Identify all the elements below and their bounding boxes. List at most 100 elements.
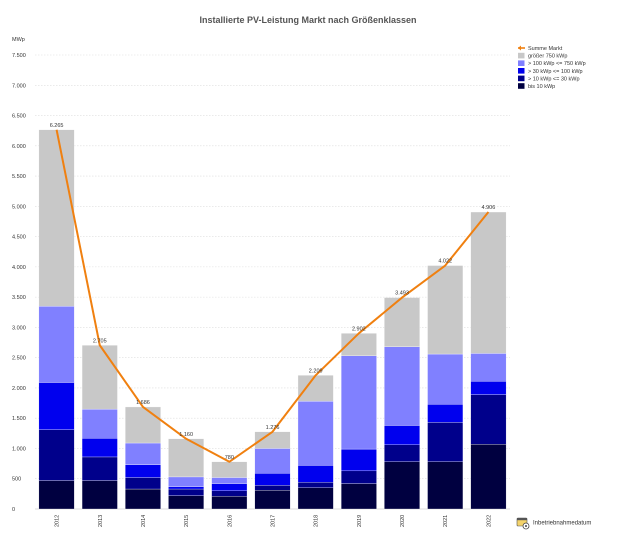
bar-segment: [125, 464, 161, 478]
bar-segment: [384, 425, 420, 445]
y-tick-label: 2.500: [12, 356, 26, 362]
x-tick-label: 2018: [314, 515, 320, 527]
total-data-label: 6.265: [50, 123, 64, 129]
bar-segment: [427, 353, 464, 405]
bar-segment: [341, 470, 377, 484]
bar-segment: [297, 465, 334, 483]
total-data-label: 1.686: [136, 400, 150, 406]
bar-segment: [297, 482, 334, 488]
total-data-label: 1.160: [179, 432, 193, 438]
x-tick-label: 2013: [98, 515, 104, 527]
bar-segment: [211, 490, 248, 497]
total-data-label: 3.493: [395, 291, 409, 297]
x-tick-label: 2019: [357, 515, 363, 527]
bar-segment: [125, 477, 161, 490]
bar-segment: [341, 483, 377, 510]
bar-segment: [168, 486, 204, 490]
total-data-label: 1.276: [266, 425, 280, 431]
total-data-label: 4.906: [482, 205, 496, 211]
legend-item[interactable]: größer 750 kWp: [518, 52, 567, 60]
bar-segment: [125, 488, 161, 510]
bar-segment: [211, 496, 248, 510]
y-tick-label: 500: [12, 477, 21, 483]
bar-segment: [297, 401, 334, 466]
bar-segment: [254, 485, 291, 491]
stacked-bars: [38, 129, 507, 510]
x-axis-field-label[interactable]: Inbetriebnahmedatum: [533, 521, 591, 527]
y-tick-label: 3.500: [12, 295, 26, 301]
y-tick-label: 7.500: [12, 53, 26, 59]
bar-segment: [125, 442, 161, 465]
y-tick-label: 4.500: [12, 235, 26, 241]
legend-item[interactable]: Summe Markt: [518, 45, 563, 53]
bar-segment: [384, 461, 420, 510]
legend-label: Summe Markt: [528, 46, 563, 52]
y-tick-label: 0: [12, 507, 15, 513]
bar-segment: [470, 353, 507, 382]
total-data-label: 780: [225, 455, 234, 461]
bar-segment: [384, 297, 420, 347]
legend-swatch: [518, 68, 525, 74]
bar-segment: [470, 381, 507, 395]
bar-segment: [427, 422, 464, 462]
bar-segment: [384, 346, 420, 426]
y-axis-ticks: 0 500 1.000 1.500 2.000 2.500 3.000 3.500 4.000 4…: [12, 53, 26, 513]
total-data-label: 2.902: [352, 326, 366, 332]
legend-label: > 100 kWp <= 750 kWp: [528, 61, 586, 67]
x-tick-label: 2016: [227, 515, 233, 527]
bar-segment: [125, 406, 161, 444]
bar-segment: [427, 404, 464, 423]
chart-title: Installierte PV-Leistung Markt nach Größ…: [199, 15, 416, 25]
legend-swatch: [518, 60, 525, 66]
y-tick-label: 1.000: [12, 446, 26, 452]
legend-item[interactable]: > 10 kWp <= 30 kWp: [518, 75, 580, 83]
x-tick-label: 2022: [486, 515, 492, 527]
calendar-gear-icon[interactable]: [516, 517, 530, 530]
bar-segment: [81, 408, 118, 439]
legend-label: > 30 kWp <= 100 kWp: [528, 69, 583, 75]
y-tick-label: 5.500: [12, 174, 26, 180]
y-tick-label: 6.500: [12, 114, 26, 120]
legend-arrow-icon: [518, 45, 521, 51]
x-axis-ticks: 2012 2013 2014 2015 2016 2017 2018 2019 2020 2021…: [55, 515, 493, 527]
legend-item[interactable]: bis 10 kWp: [518, 83, 555, 90]
x-tick-label: 2015: [184, 515, 190, 527]
bar-segment: [211, 477, 248, 484]
x-axis-field-button[interactable]: Inbetriebnahmedatum: [516, 517, 591, 530]
legend-label: > 10 kWp <= 30 kWp: [528, 76, 580, 82]
x-tick-label: 2017: [271, 515, 277, 527]
bar-segment: [38, 306, 75, 383]
bar-segment: [38, 429, 75, 481]
total-data-label: 2.209: [309, 368, 323, 374]
bar-segment: [297, 375, 334, 402]
legend-label: größer 750 kWp: [528, 54, 567, 60]
bar-segment: [211, 483, 248, 491]
bar-segment: [81, 480, 118, 510]
bar-segment: [168, 488, 204, 496]
bar-segment: [341, 355, 377, 450]
legend-item[interactable]: > 30 kWp <= 100 kWp: [518, 68, 583, 75]
y-tick-label: 5.000: [12, 204, 26, 210]
bar-segment: [168, 476, 204, 487]
bar-segment: [427, 265, 464, 355]
x-tick-label: 2020: [400, 515, 406, 527]
bar-segment: [254, 473, 291, 486]
total-data-label: 4.022: [438, 259, 452, 265]
y-tick-label: 1.500: [12, 416, 26, 422]
y-tick-label: 2.000: [12, 386, 26, 392]
legend-item[interactable]: > 100 kWp <= 750 kWp: [518, 60, 586, 67]
y-tick-label: 7.000: [12, 83, 26, 89]
bar-segment: [81, 438, 118, 458]
y-axis-unit: MWp: [12, 37, 25, 43]
x-tick-label: 2012: [55, 515, 61, 527]
bar-segment: [211, 461, 248, 478]
bar-segment: [38, 129, 75, 307]
legend[interactable]: Summe Markt größer 750 kWp> 100 kWp <= 75…: [518, 45, 586, 91]
legend-swatch: [518, 75, 525, 82]
legend-label: bis 10 kWp: [528, 84, 555, 90]
bar-segment: [470, 444, 507, 510]
legend-swatch: [518, 83, 525, 89]
bar-segment: [297, 487, 334, 510]
bar-segment: [254, 490, 291, 510]
x-tick-label: 2014: [141, 515, 147, 527]
